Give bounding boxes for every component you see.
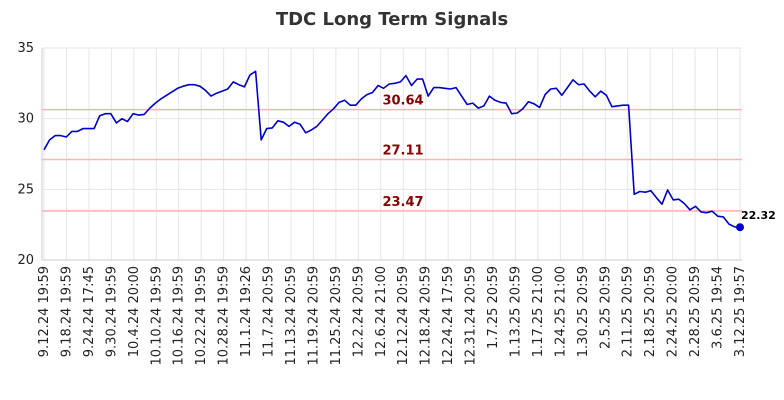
x-tick-label: 11.1.24 19:26 <box>239 266 254 357</box>
x-tick-label: 1.30.25 20:59 <box>576 266 591 357</box>
x-tick-label: 11.7.24 20:59 <box>262 266 277 357</box>
x-tick-label: 1.7.25 20:59 <box>486 266 501 349</box>
x-tick-label: 3.12.25 19:57 <box>733 266 748 357</box>
x-tick-label: 11.19.24 20:59 <box>306 266 321 366</box>
x-tick-label: 2.24.25 20:00 <box>666 266 681 357</box>
signal-level-label: 30.64 <box>382 94 423 109</box>
x-tick-label: 12.12.24 20:59 <box>396 266 411 366</box>
last-value-label: 22.32 <box>741 209 776 222</box>
x-tick-label: 10.10.24 19:59 <box>149 266 164 366</box>
x-tick-label: 12.18.24 20:59 <box>419 266 434 366</box>
x-tick-label: 12.24.24 17:59 <box>441 266 456 366</box>
y-tick-label: 20 <box>17 253 34 268</box>
x-tick-label: 9.18.24 19:59 <box>59 266 74 357</box>
last-point-marker <box>736 223 744 232</box>
x-tick-label: 10.28.24 19:59 <box>217 266 232 366</box>
x-tick-label: 1.24.25 21:00 <box>553 266 568 357</box>
x-tick-label: 2.11.25 20:59 <box>621 266 636 357</box>
price-line <box>43 70 741 228</box>
series: 22.32 <box>43 70 776 232</box>
x-tick-label: 10.22.24 19:59 <box>194 266 209 366</box>
x-tick-label: 12.31.24 20:59 <box>464 266 479 366</box>
x-tick-label: 11.25.24 20:59 <box>329 266 344 366</box>
chart-title: TDC Long Term Signals <box>276 9 508 30</box>
signal-level-label: 23.47 <box>382 195 423 210</box>
signal-level-label: 27.11 <box>382 144 423 159</box>
x-tick-label: 3.6.25 19:54 <box>711 266 726 349</box>
x-tick-label: 9.24.24 17:45 <box>82 266 97 357</box>
y-tick-label: 35 <box>17 41 34 56</box>
x-tick-label: 9.12.24 19:59 <box>37 266 52 357</box>
x-tick-label: 10.4.24 20:00 <box>127 266 142 357</box>
x-tick-label: 2.28.25 20:59 <box>688 266 703 357</box>
grid <box>42 47 742 261</box>
x-tick-label: 12.6.24 21:00 <box>374 266 389 357</box>
x-tick-label: 10.16.24 19:59 <box>172 266 187 366</box>
x-tick-label: 2.5.25 20:59 <box>598 266 613 349</box>
x-tick-label: 12.2.24 20:59 <box>351 266 366 357</box>
x-tick-label: 9.30.24 19:59 <box>104 266 119 357</box>
x-tick-label: 1.17.25 21:00 <box>531 266 546 357</box>
x-tick-label: 1.13.25 20:59 <box>508 266 523 357</box>
y-tick-label: 25 <box>17 182 34 197</box>
signal-levels: 30.64 27.11 23.47 <box>42 94 742 212</box>
x-tick-label: 11.13.24 20:59 <box>284 266 299 366</box>
axes: 20 25 30 35 9.12.24 19:59 9.18.24 19:59 9.24.2… <box>17 41 748 366</box>
x-tick-label: 2.18.25 20:59 <box>643 266 658 357</box>
y-tick-label: 30 <box>17 112 34 127</box>
